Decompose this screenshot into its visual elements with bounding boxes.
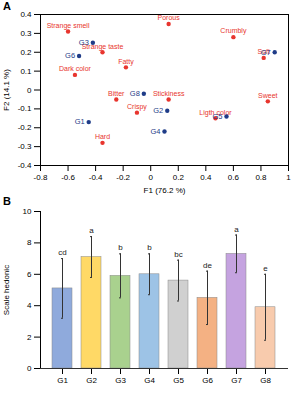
svg-text:G1: G1 [75, 117, 85, 126]
svg-text:G6: G6 [65, 51, 75, 60]
svg-text:b: b [118, 243, 123, 252]
svg-text:Fatty: Fatty [118, 58, 134, 66]
svg-text:G5: G5 [173, 376, 184, 385]
svg-text:6: 6 [27, 270, 32, 279]
svg-text:0: 0 [148, 173, 153, 182]
svg-text:0.3: 0.3 [20, 29, 32, 38]
svg-text:G5: G5 [212, 112, 222, 121]
html-text:B: B [3, 195, 11, 207]
svg-text:-0.4: -0.4 [18, 161, 32, 170]
svg-text:Ligth color: Ligth color [199, 108, 232, 116]
svg-text:G3: G3 [115, 376, 126, 385]
svg-text:-0.2: -0.2 [116, 173, 130, 182]
svg-text:a: a [89, 226, 94, 235]
svg-text:0: 0 [27, 364, 32, 373]
svg-text:G7: G7 [261, 48, 271, 57]
svg-text:G4: G4 [144, 376, 155, 385]
svg-text:-0.6: -0.6 [61, 173, 75, 182]
svg-text:F1 (76.2 %): F1 (76.2 %) [144, 186, 186, 195]
svg-text:e: e [263, 264, 268, 273]
svg-text:2: 2 [27, 333, 32, 342]
html-text:A: A [3, 0, 11, 12]
svg-text:8: 8 [27, 238, 32, 247]
svg-text:G6: G6 [202, 376, 213, 385]
svg-text:G8: G8 [260, 376, 271, 385]
svg-text:0.6: 0.6 [228, 173, 240, 182]
svg-text:0.1: 0.1 [20, 67, 32, 76]
svg-text:G1: G1 [57, 376, 68, 385]
svg-text:4: 4 [27, 301, 32, 310]
svg-text:G8: G8 [130, 89, 140, 98]
svg-text:-0.1: -0.1 [18, 104, 32, 113]
svg-text:-0.2: -0.2 [18, 123, 32, 132]
svg-text:Sweet: Sweet [258, 92, 278, 99]
svg-text:a: a [234, 225, 239, 234]
svg-text:0.2: 0.2 [173, 173, 185, 182]
svg-text:Crispy: Crispy [127, 103, 147, 111]
svg-text:-0.3: -0.3 [18, 142, 32, 151]
svg-text:cd: cd [58, 248, 66, 257]
svg-text:Dark color: Dark color [59, 65, 92, 72]
svg-text:Hard: Hard [95, 133, 110, 140]
svg-text:0.2: 0.2 [20, 48, 32, 57]
svg-text:G7: G7 [231, 376, 242, 385]
svg-text:G2: G2 [153, 106, 163, 115]
svg-text:1: 1 [286, 173, 291, 182]
svg-text:Scale hedonic: Scale hedonic [2, 265, 11, 315]
svg-text:-0.8: -0.8 [34, 173, 48, 182]
svg-text:de: de [203, 261, 212, 270]
svg-text:bc: bc [174, 250, 182, 259]
svg-text:Porous: Porous [158, 14, 181, 21]
svg-text:b: b [147, 243, 152, 252]
svg-text:0: 0 [27, 86, 32, 95]
svg-text:10: 10 [23, 207, 32, 216]
svg-text:Strange smell: Strange smell [47, 22, 90, 30]
svg-text:F2 (14.1 %): F2 (14.1 %) [2, 69, 11, 111]
svg-text:-0.4: -0.4 [89, 173, 103, 182]
svg-text:G3: G3 [79, 38, 89, 47]
svg-text:Stickiness: Stickiness [153, 90, 185, 97]
svg-text:Crumbly: Crumbly [220, 27, 247, 35]
svg-text:Strange taste: Strange taste [81, 42, 124, 50]
svg-text:0.8: 0.8 [255, 173, 267, 182]
svg-text:Bitter: Bitter [108, 90, 125, 97]
svg-text:0.4: 0.4 [200, 173, 212, 182]
svg-text:G4: G4 [150, 127, 160, 136]
svg-text:0.4: 0.4 [20, 10, 32, 19]
svg-text:G2: G2 [86, 376, 97, 385]
